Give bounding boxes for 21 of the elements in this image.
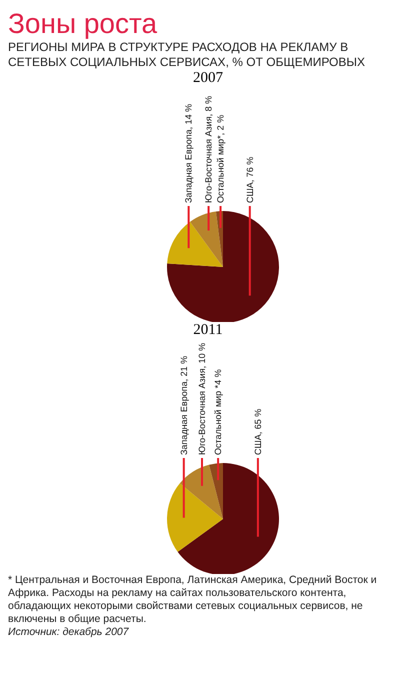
chart-title: 2007 <box>192 70 224 87</box>
slice-label: США, 65 % <box>252 408 263 455</box>
slice-label: Юго-Восточная Азия, 8 % <box>204 96 214 203</box>
slice-label: Западная Европа, 14 % <box>184 104 194 203</box>
slice-label: Остальной мир*, 2 % <box>216 114 226 203</box>
pie-slice <box>167 483 223 552</box>
pie-slice <box>180 464 223 519</box>
pie-slice <box>167 211 279 322</box>
pie-slice <box>178 463 279 574</box>
pie-slice <box>167 222 223 267</box>
text: * Центральная и Восточная Европа, Латинская Америка, Средний Восток и Африка. Расходы на рекламу на сайтах пользовательского контента, обладающих некоторыми свойствами сетевых социальных сервисов, не включены в общие расчеты. <box>8 574 378 626</box>
text: РЕГИОНЫ МИРА В СТРУКТУРЕ РАСХОДОВ НА РЕКЛАМУ В СЕТЕВЫХ СОЦИАЛЬНЫХ СЕРВИСАХ, % ОТ ОБЩЕМИРОВЫХ <box>8 40 366 70</box>
chart-title: 2011 <box>192 322 224 339</box>
slice-label: Остальной мир *4 % <box>213 369 224 455</box>
text: Источник: декабрь 2007 <box>8 626 130 639</box>
slice-label: США, 76 % <box>244 156 255 203</box>
pie-slice <box>209 463 223 519</box>
slice-label: Юго-Восточная Азия, 10 % <box>196 342 207 455</box>
pie-slice <box>190 211 223 267</box>
text: Зоны роста <box>8 8 158 40</box>
slice-label: Западная Европа, 21 % <box>178 356 189 455</box>
